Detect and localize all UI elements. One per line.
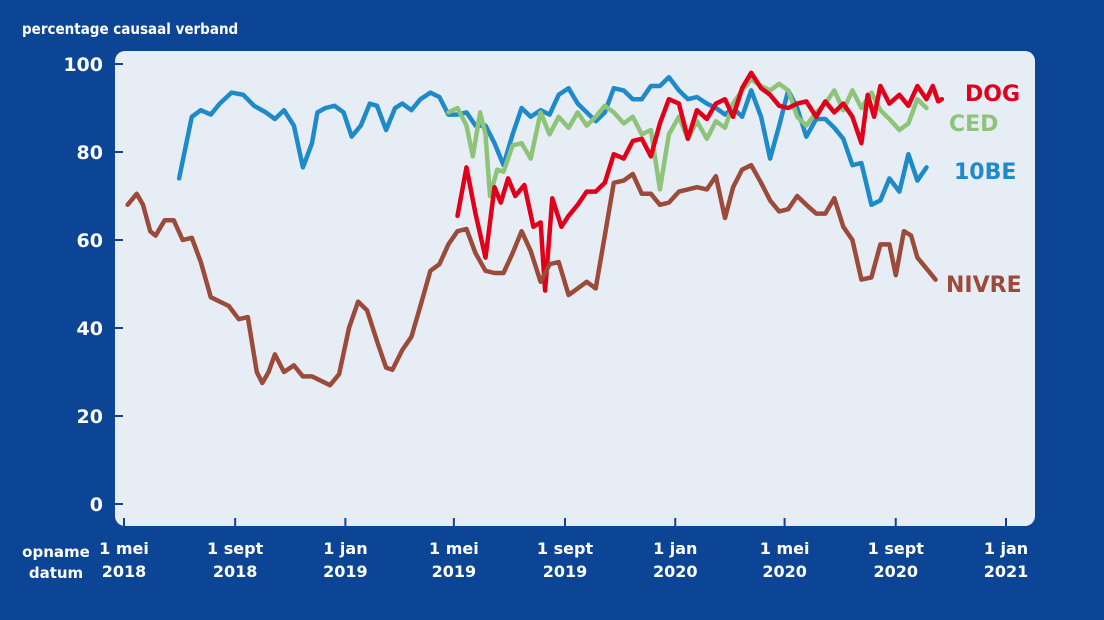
series-lines — [125, 70, 945, 388]
series-label-nivre: NIVRE — [946, 273, 1022, 298]
series-label-10be: 10BE — [954, 160, 1016, 185]
x-tick-label-line1: 1 sept — [537, 539, 594, 558]
x-tick-label-line1: 1 jan — [984, 539, 1028, 558]
y-axis: 0 20 40 60 80 100 — [63, 54, 123, 516]
x-axis-title: opname datum — [22, 543, 90, 582]
x-tick-label-line1: 1 mei — [760, 539, 810, 558]
x-tick-label-line2: 2018 — [102, 562, 147, 581]
x-tick-label-line2: 2019 — [432, 562, 477, 581]
x-tick-label-line2: 2021 — [984, 562, 1029, 581]
y-tick-label: 0 — [90, 494, 103, 516]
x-tick-label-line1: 1 mei — [99, 539, 149, 558]
x-tick-label-line1: 1 mei — [429, 539, 479, 558]
y-tick-label: 20 — [77, 406, 103, 428]
x-tick-label-line2: 2020 — [873, 562, 918, 581]
x-tick-label-line1: 1 jan — [323, 539, 367, 558]
series-labels: 10BE CED DOG NIVRE — [946, 82, 1022, 298]
series-line-dog — [455, 70, 945, 293]
y-tick-label: 80 — [77, 142, 103, 164]
series-label-ced: CED — [949, 112, 998, 137]
x-axis-title-line: opname — [22, 543, 90, 561]
series-line-ced — [446, 77, 929, 199]
x-axis: 1 mei 2018 1 sept 2018 1 jan 2019 1 mei 2019 1 s… — [99, 518, 1028, 581]
y-tick-label: 100 — [63, 54, 103, 76]
x-axis-title-line: datum — [29, 564, 83, 582]
x-tick-label-line2: 2020 — [653, 562, 698, 581]
series-line-nivre — [125, 162, 938, 388]
x-tick-label-line1: 1 jan — [653, 539, 697, 558]
x-tick-label-line2: 2019 — [323, 562, 368, 581]
y-tick-label: 40 — [77, 318, 103, 340]
x-tick-label-line2: 2020 — [762, 562, 807, 581]
x-tick-label-line1: 1 sept — [868, 539, 925, 558]
x-tick-label-line2: 2018 — [213, 562, 258, 581]
x-tick-label-line2: 2019 — [543, 562, 588, 581]
series-label-dog: DOG — [965, 82, 1020, 107]
y-axis-title: percentage causaal verband — [22, 20, 239, 38]
x-tick-label-line1: 1 sept — [207, 539, 264, 558]
y-tick-label: 60 — [77, 230, 103, 252]
